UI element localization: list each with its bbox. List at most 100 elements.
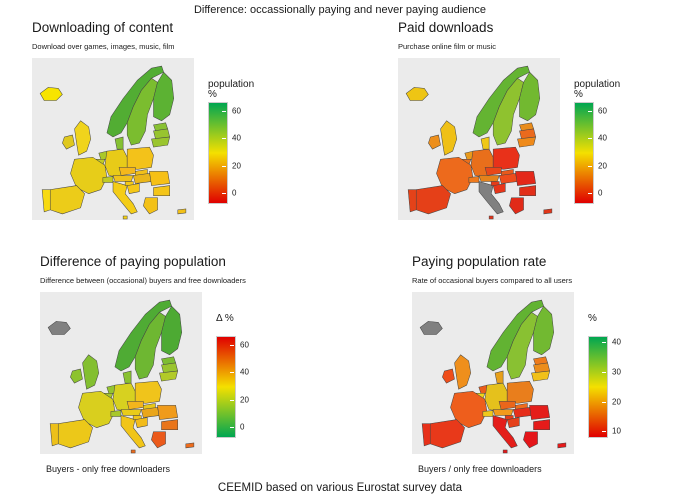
choropleth-map [32, 58, 194, 220]
country-italy [112, 181, 138, 215]
legend-title: % [588, 313, 597, 324]
panel-title: Paying population rate [412, 254, 547, 269]
country-ireland [70, 368, 83, 384]
legend-tick-mark [588, 111, 592, 112]
panel-caption: Buyers / only free downloaders [418, 464, 542, 474]
country-norway [114, 299, 172, 372]
legend-title: Δ % [216, 313, 234, 324]
country-poland [126, 146, 154, 170]
country-spain [49, 185, 85, 215]
country-uk [454, 354, 471, 390]
country-portugal [421, 423, 431, 447]
country-lithuania [151, 136, 171, 148]
legend-tick-mark [602, 431, 606, 432]
country-lithuania [531, 370, 551, 382]
color-legend: % 40 30 20 10 [588, 314, 658, 464]
legend-tick-mark [588, 193, 592, 194]
country-france [436, 156, 474, 194]
country-denmark [122, 370, 132, 384]
figure-title: Difference: occassionally paying and nev… [193, 4, 487, 16]
europe-map-svg [419, 299, 567, 454]
country-greece [523, 431, 538, 449]
country-italy [492, 415, 518, 449]
country-iceland [39, 87, 63, 101]
country-romania [149, 171, 170, 186]
country-finland [153, 71, 175, 122]
legend-tick-label: 20 [240, 395, 249, 405]
country-bulgaria [519, 185, 536, 196]
country-greece [151, 431, 166, 449]
legend-tick-mark [222, 166, 226, 167]
legend-gradient-bar [574, 102, 594, 204]
country-france [450, 390, 488, 428]
legend-tick-label: 0 [240, 422, 245, 432]
panel-title: Paid downloads [398, 20, 494, 35]
country-austria [112, 175, 134, 182]
country-norway [486, 299, 544, 372]
country-poland [492, 146, 520, 170]
country-hungary [512, 407, 532, 418]
legend-tick-label: 20 [612, 397, 621, 407]
country-norway [472, 65, 530, 138]
choropleth-map [398, 58, 560, 220]
country-poland [506, 380, 534, 404]
country-malta [488, 215, 494, 220]
country-finland [161, 305, 183, 356]
country-sweden [134, 311, 166, 380]
country-romania [157, 405, 178, 420]
source-caption: CEEMID based on various Eurostat survey … [217, 482, 463, 494]
country-spain [415, 185, 451, 215]
europe-map-svg [405, 65, 553, 220]
legend-gradient-bar [208, 102, 228, 204]
country-romania [529, 405, 550, 420]
country-france [70, 156, 108, 194]
country-portugal [49, 423, 59, 447]
country-denmark [480, 136, 490, 150]
panel-subtitle: Purchase online film or music [398, 42, 496, 51]
country-ireland [62, 134, 75, 150]
europe-map-svg [47, 299, 195, 454]
country-iceland [419, 321, 443, 335]
country-malta [122, 215, 128, 220]
legend-tick-mark [222, 138, 226, 139]
legend-tick-label: 40 [598, 133, 607, 143]
legend-tick-mark [230, 372, 234, 373]
map-panel-paying-rate: Paying population rate Rate of occasiona… [412, 254, 680, 484]
legend-tick-mark [230, 427, 234, 428]
panel-subtitle: Difference between (occasional) buyers a… [40, 276, 246, 285]
country-greece [143, 197, 158, 215]
country-switzerland [482, 410, 494, 417]
legend-tick-label: 40 [240, 367, 249, 377]
legend-tick-label: 60 [598, 106, 607, 116]
country-hungary [132, 173, 152, 184]
country-malta [502, 449, 508, 454]
country-iceland [47, 321, 71, 335]
country-ireland [428, 134, 441, 150]
country-norway [106, 65, 164, 138]
country-portugal [41, 189, 51, 213]
europe-map-svg [39, 65, 187, 220]
color-legend: Δ % 60 40 20 0 [216, 314, 286, 464]
country-finland [533, 305, 555, 356]
country-cyprus [185, 442, 195, 449]
country-greece [509, 197, 524, 215]
country-france [78, 390, 116, 428]
legend-tick-label: 0 [598, 188, 603, 198]
legend-tick-mark [602, 342, 606, 343]
country-austria [492, 409, 514, 416]
country-hungary [140, 407, 160, 418]
country-switzerland [102, 176, 114, 183]
legend-tick-label: 60 [232, 106, 241, 116]
country-czechia [498, 401, 516, 410]
country-lithuania [159, 370, 179, 382]
country-ireland [442, 368, 455, 384]
country-czechia [118, 167, 136, 176]
choropleth-map [40, 292, 202, 454]
legend-tick-label: 10 [612, 426, 621, 436]
panel-caption: Buyers - only free downloaders [46, 464, 171, 474]
country-spain [429, 419, 465, 449]
country-austria [478, 175, 500, 182]
country-austria [120, 409, 142, 416]
legend-tick-mark [230, 345, 234, 346]
country-switzerland [468, 176, 480, 183]
